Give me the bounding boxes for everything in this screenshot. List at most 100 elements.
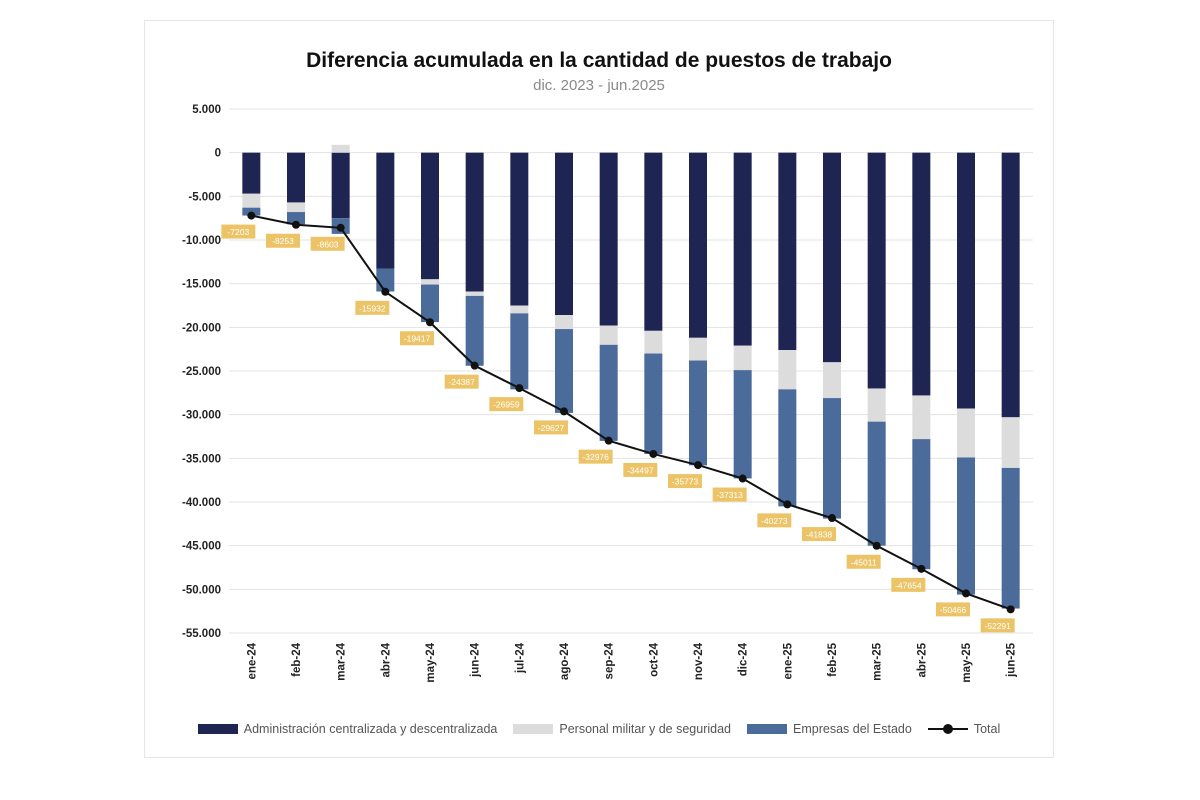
x-tick-label: feb-25 [827,642,839,676]
total-line [251,214,1012,611]
total-point [828,514,836,523]
data-label: -40273 [761,516,788,526]
bar-personal-militar [644,330,663,354]
total-point [783,500,792,509]
data-label-box [489,397,524,412]
bar-personal-militar [242,193,261,208]
bar-empresas [957,457,975,595]
data-label-box [400,331,434,346]
data-label: -32976 [582,452,609,462]
bar-administracion [778,152,797,351]
bar-personal-militar [733,345,752,371]
legend-swatch-personal-militar [513,724,554,734]
total-point [247,211,256,220]
bar-administracion [689,152,707,338]
bar-empresas [912,439,931,570]
data-label: -29627 [538,423,565,433]
x-tick-label: nov-24 [693,642,705,680]
bar-personal-militar [957,408,975,458]
x-tick-label: dic-24 [738,642,750,676]
legend-swatch-administracion [197,724,238,734]
bar-empresas [421,284,439,323]
bar-empresas [465,295,484,366]
data-label-box [980,618,1015,633]
bar-personal-militar [287,202,305,213]
bar-administracion [644,152,663,331]
bar-administracion [957,152,975,409]
data-label-box [623,462,658,477]
data-label-box [846,554,881,569]
data-label: -19417 [404,334,431,344]
legend-label-total: Total [973,722,1001,736]
data-label-box [802,527,836,542]
x-tick-label: mar-25 [872,642,884,680]
data-label-box [757,513,792,528]
data-label-box [578,449,613,464]
total-point [336,223,345,232]
data-label: -15932 [359,303,386,313]
total-point [604,436,613,445]
data-label-box [534,420,568,435]
legend-item-empresas: Empresas del Estado [747,722,912,736]
bar-administracion [867,152,886,389]
y-tick-label: -40.000 [182,497,221,509]
x-tick-label: abr-24 [380,642,392,677]
chart-title: Diferencia acumulada en la cantidad de p… [306,49,892,72]
bar-administracion [331,152,350,219]
x-tick-label: mar-24 [336,642,348,680]
bar-empresas [644,353,663,454]
y-tick-label: -15.000 [182,279,221,291]
bar-personal-militar [465,291,484,296]
data-label: -26959 [493,400,520,410]
y-tick-label: -35.000 [182,453,221,465]
data-label-box [355,300,390,315]
y-tick-label: -55.000 [182,628,221,640]
chart-card: Diferencia acumulada en la cantidad de p… [144,20,1054,758]
data-label-box [221,224,256,239]
total-point [470,361,479,370]
total-point [962,589,970,598]
bar-administracion [1001,152,1020,418]
data-label-box [310,236,345,251]
x-tick-label: ago-24 [559,642,571,680]
bar-empresas [1001,467,1020,609]
data-label: -8253 [272,236,294,246]
data-label: -45011 [851,557,877,567]
bar-administracion [242,152,261,194]
total-point [694,461,702,470]
bar-empresas [867,421,886,546]
legend-swatch-total [927,723,968,735]
bar-administracion [823,152,841,363]
data-label: -24387 [448,377,475,387]
bar-personal-militar [421,279,439,285]
data-label-box [266,233,300,248]
data-label-box [444,374,479,389]
data-label: -34497 [627,465,654,475]
bar-personal-militar [331,144,350,153]
legend-swatch-empresas [747,724,787,734]
chart-legend: Administración centralizada y descentral… [145,716,1053,742]
x-tick-label: may-25 [961,642,973,682]
x-tick-label: jun-25 [1006,642,1018,677]
total-point [515,384,524,393]
bar-administracion [287,152,305,203]
bar-personal-militar [912,395,931,440]
data-label: -50466 [940,605,967,615]
bar-empresas [555,329,573,413]
bar-administracion [421,152,439,280]
bar-administracion [376,152,395,269]
bar-administracion [912,152,931,396]
chart-subtitle: dic. 2023 - jun.2025 [533,77,665,94]
y-tick-label: -20.000 [182,322,221,334]
x-tick-label: jun-24 [470,642,482,677]
bar-personal-militar [689,337,707,361]
data-label: -52291 [984,621,1011,631]
bar-empresas [689,360,707,466]
total-point [292,220,300,229]
y-tick-label: -50.000 [182,584,221,596]
bar-administracion [733,152,752,346]
total-point [738,474,747,483]
data-label: -8603 [317,239,339,249]
x-tick-label: ene-25 [782,642,794,679]
bar-empresas [287,212,305,225]
